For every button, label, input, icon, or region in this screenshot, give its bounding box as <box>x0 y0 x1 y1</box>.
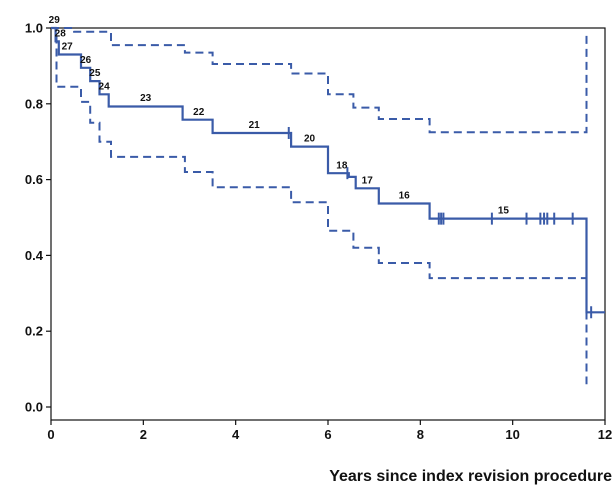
at-risk-labels: 29 28 27 26 25 24 23 22 21 20 18 17 16 15 <box>49 15 510 217</box>
at-risk-count: 25 <box>89 68 101 79</box>
y-tick-label: 0.8 <box>25 96 43 111</box>
at-risk-count: 24 <box>99 81 111 92</box>
series-layer <box>51 26 605 385</box>
lower-confidence-limit-line <box>51 27 588 385</box>
at-risk-count: 17 <box>362 175 374 186</box>
at-risk-count: 16 <box>399 191 411 202</box>
at-risk-count: 29 <box>49 15 61 26</box>
at-risk-count: 28 <box>55 28 67 39</box>
y-tick-label: 0.2 <box>25 324 43 339</box>
y-tick-label: 0.0 <box>25 400 43 415</box>
at-risk-count: 26 <box>80 55 92 66</box>
x-tick-label: 10 <box>505 427 519 442</box>
x-axis-title: Years since index revision procedure <box>329 468 612 485</box>
upper-confidence-limit-line <box>51 27 588 134</box>
at-risk-count: 23 <box>140 93 152 104</box>
at-risk-count: 21 <box>249 120 261 131</box>
at-risk-count: 20 <box>304 134 316 145</box>
x-tick-label: 0 <box>47 427 54 442</box>
x-tick-label: 2 <box>140 427 147 442</box>
y-tick-label: 0.4 <box>25 248 44 263</box>
y-tick-label: 1.0 <box>25 21 43 36</box>
axes: 0 2 4 6 8 10 120.00.20.40.60.81.0 <box>25 21 612 443</box>
at-risk-count: 27 <box>62 42 74 53</box>
x-tick-label: 8 <box>417 427 424 442</box>
at-risk-count: 22 <box>193 107 205 118</box>
x-tick-label: 4 <box>232 427 240 442</box>
y-tick-label: 0.6 <box>25 172 43 187</box>
at-risk-count: 15 <box>498 206 510 217</box>
x-tick-label: 6 <box>324 427 331 442</box>
at-risk-count: 18 <box>336 160 348 171</box>
estimate-line <box>51 26 605 314</box>
x-tick-label: 12 <box>598 427 612 442</box>
